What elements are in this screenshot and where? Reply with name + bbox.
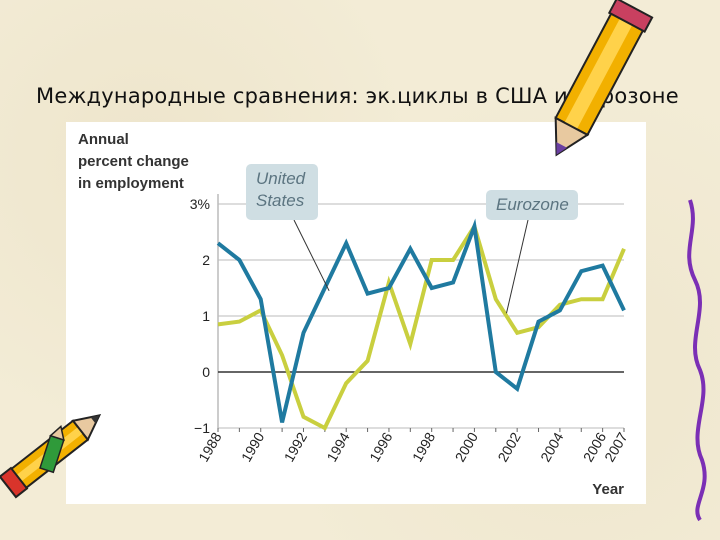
y-tick-label: 0 <box>202 364 210 380</box>
x-tick-label: 2000 <box>452 429 482 464</box>
callout-box <box>486 190 578 220</box>
x-tick-label: 1990 <box>238 429 268 464</box>
y-axis-label: Annual <box>78 131 129 148</box>
callout-label: States <box>256 191 305 210</box>
series-line-eurozone <box>217 221 626 431</box>
x-tick-label: 1994 <box>323 429 353 464</box>
callout-label: Eurozone <box>496 195 569 214</box>
slide-title: Международные сравнения: эк.циклы в США … <box>36 84 679 108</box>
series-lines <box>216 218 626 431</box>
x-tick-label: 2002 <box>494 429 524 464</box>
y-tick-label: 1 <box>202 308 210 324</box>
y-tick-label: 3% <box>190 196 210 212</box>
chart-panel: −1 0 1 2 3% 1988 1990 1992 1994 1996 1998 2000 2002… <box>66 122 646 504</box>
x-tick-label: 1992 <box>281 429 311 464</box>
x-tick-label: 2007 <box>601 429 631 464</box>
x-tick-label: 1998 <box>409 429 439 464</box>
callout-label: United <box>256 169 306 188</box>
y-tick-label: 2 <box>202 252 210 268</box>
x-tick-label: 2004 <box>537 429 567 464</box>
axis-labels: Annual percent change in employment Year <box>78 131 624 498</box>
y-axis-label: in employment <box>78 175 184 192</box>
y-axis-label: percent change <box>78 153 189 170</box>
callout-leader-line <box>293 219 330 292</box>
x-axis-label: Year <box>592 481 624 498</box>
series-line-united-states <box>216 218 626 423</box>
y-tick-label: −1 <box>194 420 210 436</box>
callout-box <box>246 164 318 220</box>
x-tick-labels: 1988 1990 1992 1994 1996 1998 2000 2002 2004 2006… <box>195 428 631 464</box>
callout-leader-line <box>505 219 529 314</box>
annotations: United States Eurozone <box>246 164 578 314</box>
y-tick-labels: −1 0 1 2 3% <box>190 196 210 436</box>
x-tick-label: 1996 <box>366 429 396 464</box>
